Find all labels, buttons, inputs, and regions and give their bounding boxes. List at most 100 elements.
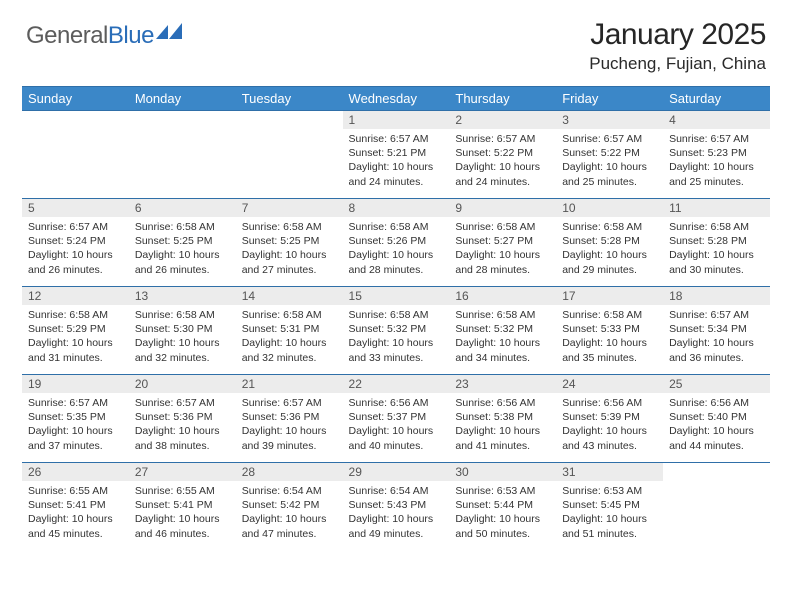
daylight-line: Daylight: 10 hours and 45 minutes.: [28, 512, 123, 540]
daylight-line: Daylight: 10 hours and 46 minutes.: [135, 512, 230, 540]
daylight-line: Daylight: 10 hours and 24 minutes.: [455, 160, 550, 188]
weekday-header: Thursday: [449, 87, 556, 111]
day-details: Sunrise: 6:57 AMSunset: 5:36 PMDaylight:…: [129, 393, 236, 453]
sunset-line: Sunset: 5:29 PM: [28, 322, 123, 336]
calendar-day-cell: 14Sunrise: 6:58 AMSunset: 5:31 PMDayligh…: [236, 287, 343, 375]
calendar-day-cell: 23Sunrise: 6:56 AMSunset: 5:38 PMDayligh…: [449, 375, 556, 463]
day-number: [129, 111, 236, 129]
calendar-day-cell: 11Sunrise: 6:58 AMSunset: 5:28 PMDayligh…: [663, 199, 770, 287]
sunrise-line: Sunrise: 6:57 AM: [28, 396, 123, 410]
sunset-line: Sunset: 5:22 PM: [562, 146, 657, 160]
day-number: 2: [449, 111, 556, 129]
sunrise-line: Sunrise: 6:53 AM: [455, 484, 550, 498]
sunrise-line: Sunrise: 6:56 AM: [455, 396, 550, 410]
daylight-line: Daylight: 10 hours and 29 minutes.: [562, 248, 657, 276]
daylight-line: Daylight: 10 hours and 30 minutes.: [669, 248, 764, 276]
day-number: 1: [343, 111, 450, 129]
weekday-header: Sunday: [22, 87, 129, 111]
day-number: 20: [129, 375, 236, 393]
daylight-line: Daylight: 10 hours and 26 minutes.: [28, 248, 123, 276]
sunrise-line: Sunrise: 6:58 AM: [669, 220, 764, 234]
sunrise-line: Sunrise: 6:57 AM: [669, 132, 764, 146]
sunset-line: Sunset: 5:31 PM: [242, 322, 337, 336]
sunrise-line: Sunrise: 6:56 AM: [669, 396, 764, 410]
day-details: Sunrise: 6:56 AMSunset: 5:40 PMDaylight:…: [663, 393, 770, 453]
day-details: Sunrise: 6:55 AMSunset: 5:41 PMDaylight:…: [129, 481, 236, 541]
weekday-header: Wednesday: [343, 87, 450, 111]
sunset-line: Sunset: 5:41 PM: [28, 498, 123, 512]
calendar-day-cell: 26Sunrise: 6:55 AMSunset: 5:41 PMDayligh…: [22, 463, 129, 551]
daylight-line: Daylight: 10 hours and 43 minutes.: [562, 424, 657, 452]
day-details: Sunrise: 6:53 AMSunset: 5:44 PMDaylight:…: [449, 481, 556, 541]
day-number: 19: [22, 375, 129, 393]
sunrise-line: Sunrise: 6:56 AM: [562, 396, 657, 410]
sunset-line: Sunset: 5:36 PM: [242, 410, 337, 424]
sunset-line: Sunset: 5:45 PM: [562, 498, 657, 512]
sunrise-line: Sunrise: 6:56 AM: [349, 396, 444, 410]
day-number: 23: [449, 375, 556, 393]
calendar-day-cell: 24Sunrise: 6:56 AMSunset: 5:39 PMDayligh…: [556, 375, 663, 463]
day-details: Sunrise: 6:53 AMSunset: 5:45 PMDaylight:…: [556, 481, 663, 541]
daylight-line: Daylight: 10 hours and 49 minutes.: [349, 512, 444, 540]
calendar-day-cell: 28Sunrise: 6:54 AMSunset: 5:42 PMDayligh…: [236, 463, 343, 551]
day-number: 14: [236, 287, 343, 305]
daylight-line: Daylight: 10 hours and 28 minutes.: [455, 248, 550, 276]
sunrise-line: Sunrise: 6:57 AM: [242, 396, 337, 410]
calendar-day-cell: 31Sunrise: 6:53 AMSunset: 5:45 PMDayligh…: [556, 463, 663, 551]
daylight-line: Daylight: 10 hours and 25 minutes.: [669, 160, 764, 188]
day-number: 27: [129, 463, 236, 481]
day-details: Sunrise: 6:57 AMSunset: 5:21 PMDaylight:…: [343, 129, 450, 189]
day-number: 11: [663, 199, 770, 217]
day-number: 28: [236, 463, 343, 481]
day-number: 4: [663, 111, 770, 129]
sunrise-line: Sunrise: 6:58 AM: [135, 308, 230, 322]
day-details: Sunrise: 6:58 AMSunset: 5:32 PMDaylight:…: [449, 305, 556, 365]
sunrise-line: Sunrise: 6:58 AM: [349, 308, 444, 322]
sunset-line: Sunset: 5:28 PM: [562, 234, 657, 248]
calendar-day-cell: 1Sunrise: 6:57 AMSunset: 5:21 PMDaylight…: [343, 111, 450, 199]
calendar-day-cell: 8Sunrise: 6:58 AMSunset: 5:26 PMDaylight…: [343, 199, 450, 287]
day-details: Sunrise: 6:58 AMSunset: 5:32 PMDaylight:…: [343, 305, 450, 365]
sunset-line: Sunset: 5:22 PM: [455, 146, 550, 160]
daylight-line: Daylight: 10 hours and 27 minutes.: [242, 248, 337, 276]
day-number: 3: [556, 111, 663, 129]
day-details: Sunrise: 6:56 AMSunset: 5:37 PMDaylight:…: [343, 393, 450, 453]
calendar-day-cell: 13Sunrise: 6:58 AMSunset: 5:30 PMDayligh…: [129, 287, 236, 375]
daylight-line: Daylight: 10 hours and 25 minutes.: [562, 160, 657, 188]
daylight-line: Daylight: 10 hours and 36 minutes.: [669, 336, 764, 364]
day-number: 21: [236, 375, 343, 393]
calendar-week-row: 19Sunrise: 6:57 AMSunset: 5:35 PMDayligh…: [22, 375, 770, 463]
day-number: 16: [449, 287, 556, 305]
day-number: 24: [556, 375, 663, 393]
calendar-empty-cell: [236, 111, 343, 199]
day-number: 15: [343, 287, 450, 305]
calendar-day-cell: 21Sunrise: 6:57 AMSunset: 5:36 PMDayligh…: [236, 375, 343, 463]
sunrise-line: Sunrise: 6:57 AM: [349, 132, 444, 146]
daylight-line: Daylight: 10 hours and 51 minutes.: [562, 512, 657, 540]
sunset-line: Sunset: 5:26 PM: [349, 234, 444, 248]
calendar-day-cell: 30Sunrise: 6:53 AMSunset: 5:44 PMDayligh…: [449, 463, 556, 551]
calendar-day-cell: 5Sunrise: 6:57 AMSunset: 5:24 PMDaylight…: [22, 199, 129, 287]
calendar-day-cell: 17Sunrise: 6:58 AMSunset: 5:33 PMDayligh…: [556, 287, 663, 375]
sunrise-line: Sunrise: 6:55 AM: [28, 484, 123, 498]
daylight-line: Daylight: 10 hours and 37 minutes.: [28, 424, 123, 452]
sunset-line: Sunset: 5:25 PM: [135, 234, 230, 248]
sunset-line: Sunset: 5:24 PM: [28, 234, 123, 248]
calendar-day-cell: 7Sunrise: 6:58 AMSunset: 5:25 PMDaylight…: [236, 199, 343, 287]
sunset-line: Sunset: 5:34 PM: [669, 322, 764, 336]
daylight-line: Daylight: 10 hours and 47 minutes.: [242, 512, 337, 540]
day-details: Sunrise: 6:58 AMSunset: 5:27 PMDaylight:…: [449, 217, 556, 277]
calendar-empty-cell: [129, 111, 236, 199]
calendar-day-cell: 6Sunrise: 6:58 AMSunset: 5:25 PMDaylight…: [129, 199, 236, 287]
sunrise-line: Sunrise: 6:58 AM: [349, 220, 444, 234]
sunrise-line: Sunrise: 6:58 AM: [455, 308, 550, 322]
location-label: Pucheng, Fujian, China: [589, 54, 766, 74]
day-number: 12: [22, 287, 129, 305]
day-details: Sunrise: 6:54 AMSunset: 5:42 PMDaylight:…: [236, 481, 343, 541]
day-details: Sunrise: 6:58 AMSunset: 5:25 PMDaylight:…: [129, 217, 236, 277]
calendar-day-cell: 3Sunrise: 6:57 AMSunset: 5:22 PMDaylight…: [556, 111, 663, 199]
day-details: Sunrise: 6:57 AMSunset: 5:23 PMDaylight:…: [663, 129, 770, 189]
sunrise-line: Sunrise: 6:58 AM: [562, 220, 657, 234]
calendar-week-row: 5Sunrise: 6:57 AMSunset: 5:24 PMDaylight…: [22, 199, 770, 287]
daylight-line: Daylight: 10 hours and 35 minutes.: [562, 336, 657, 364]
